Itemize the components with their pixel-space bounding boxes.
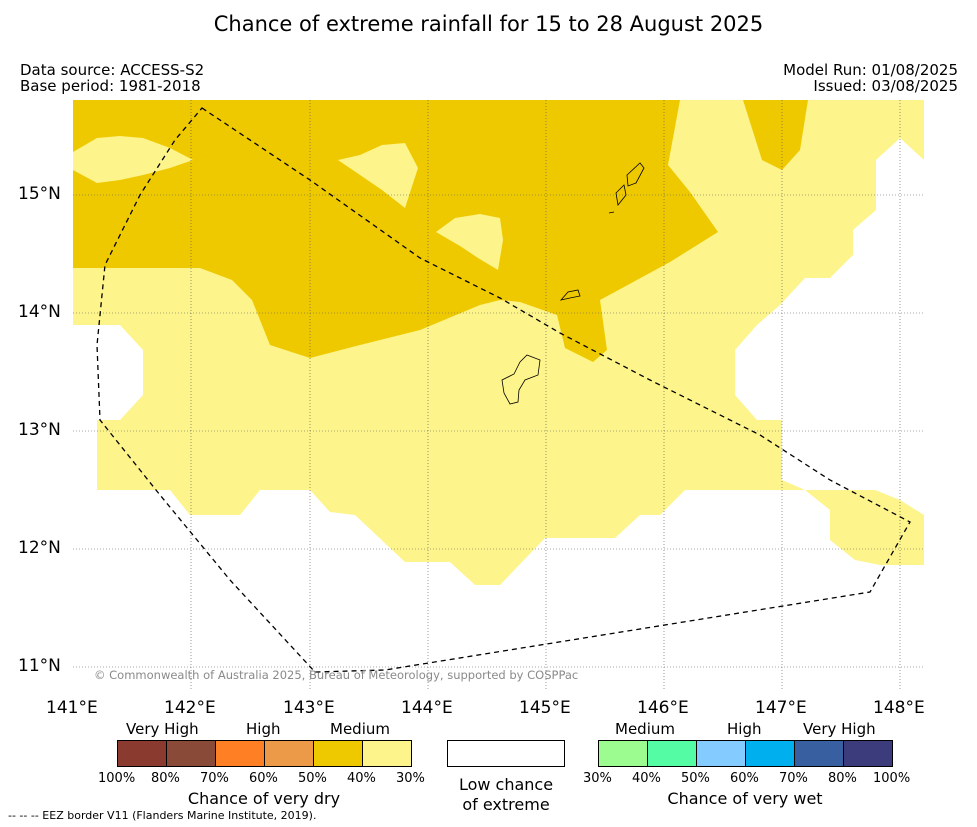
dry-swatch-4 [264,740,314,767]
dry-pct-60: 60% [249,771,278,786]
wet-pct-70: 70% [779,771,808,786]
wet-header-very-high: Very High [803,720,876,738]
low-chance-line1: Low chance [458,775,554,794]
wet-swatch-6 [843,740,893,767]
dry-header-high: High [246,720,281,738]
wet-header-medium: Medium [615,720,675,738]
wet-header-high: High [727,720,762,738]
lon-tick-144: 144°E [401,698,453,718]
dry-swatch-6 [362,740,412,767]
dry-pct-80: 80% [151,771,180,786]
dry-legend-title: Chance of very dry [187,789,341,808]
low-dry-pocket-1 [73,136,193,183]
wet-pct-60: 60% [730,771,759,786]
medium-dry-region [73,100,718,362]
issued-label: Issued: 03/08/2025 [813,77,958,95]
wet-pct-100: 100% [873,771,911,786]
dry-pct-70: 70% [200,771,229,786]
wet-swatch-1 [598,740,648,767]
eez-border [96,107,911,673]
wet-pct-40: 40% [632,771,661,786]
saipan-island [626,162,645,187]
lon-tick-148: 148°E [873,698,925,718]
dry-pct-30: 30% [396,771,425,786]
dry-swatch-5 [313,740,363,767]
wet-pct-30: 30% [583,771,612,786]
lon-tick-143: 143°E [283,698,335,718]
chart-title: Chance of extreme rainfall for 15 to 28 … [213,12,764,36]
lat-tick-15: 15°N [18,184,61,204]
copyright-notice: © Commonwealth of Australia 2025, Bureau… [94,668,579,682]
island-outlines [501,162,645,405]
lat-tick-14: 14°N [18,302,61,322]
lat-tick-12: 12°N [18,538,61,558]
dry-pct-40: 40% [347,771,376,786]
low-chance-swatch [447,740,565,767]
dry-header-medium: Medium [330,720,390,738]
rota-island [559,289,581,301]
wet-swatch-5 [794,740,844,767]
wet-legend-title: Chance of very wet [667,789,823,808]
lon-tick-142: 142°E [164,698,216,718]
low-dry-pocket-3 [436,214,503,270]
tinian-island [615,184,627,206]
lon-tick-145: 145°E [519,698,571,718]
gridlines [73,100,924,689]
wet-swatch-2 [647,740,697,767]
lon-tick-146: 146°E [637,698,689,718]
lon-tick-147: 147°E [755,698,807,718]
aguijan-island [608,211,615,214]
dry-header-very-high: Very High [126,720,199,738]
dry-swatch-2 [166,740,216,767]
base-period-label: Base period: 1981-2018 [20,77,201,95]
lon-tick-141: 141°E [46,698,98,718]
wet-swatch-3 [696,740,746,767]
model-run-label: Model Run: 01/08/2025 [783,61,958,79]
wet-pct-50: 50% [681,771,710,786]
lat-tick-11: 11°N [18,656,61,676]
wet-swatch-4 [745,740,795,767]
low-dry-pocket-2 [338,143,418,208]
dry-swatch-3 [215,740,265,767]
eez-border-note: -- -- -- EEZ border V11 (Flanders Marine… [8,809,317,822]
dry-swatch-1 [117,740,167,767]
rainfall-field [73,100,924,689]
data-source-label: Data source: ACCESS-S2 [20,61,205,79]
guam-island [501,354,541,405]
low-chance-line2: of extreme [462,795,550,814]
dry-pct-100: 100% [98,771,136,786]
wet-pct-80: 80% [828,771,857,786]
lat-tick-13: 13°N [18,420,61,440]
medium-dry-region-ne [743,100,808,170]
dry-pct-50: 50% [298,771,327,786]
